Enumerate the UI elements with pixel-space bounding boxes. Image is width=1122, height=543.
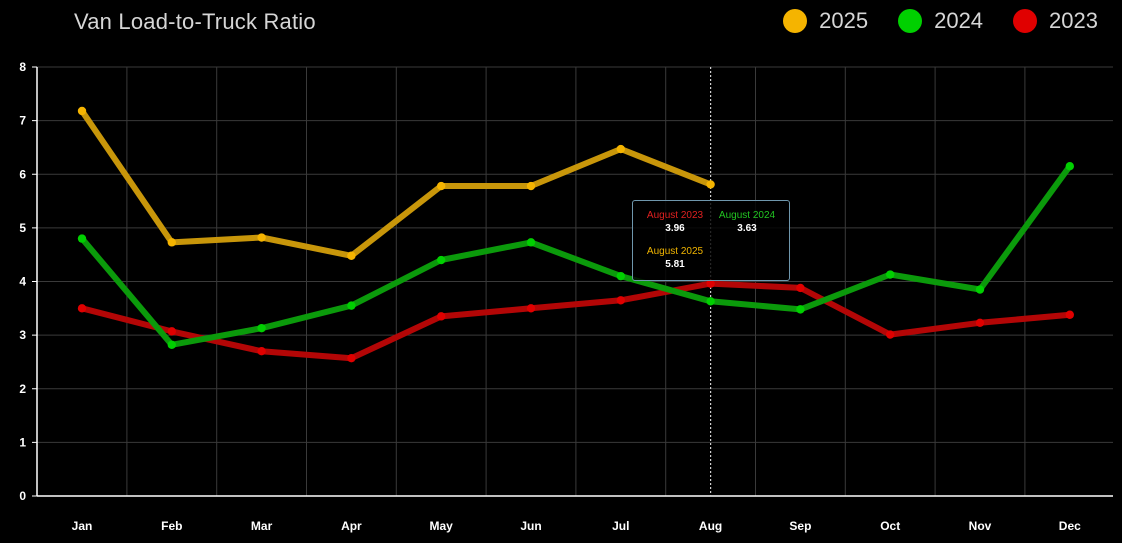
data-point-2023[interactable] bbox=[1065, 310, 1075, 319]
data-point-2023[interactable] bbox=[616, 296, 625, 305]
data-point-2025[interactable] bbox=[437, 181, 446, 191]
legend-label-2025: 2025 bbox=[819, 8, 869, 33]
data-point-2025[interactable] bbox=[526, 181, 536, 191]
data-point-2023[interactable] bbox=[167, 327, 176, 336]
x-tick-label: Sep bbox=[789, 519, 811, 533]
x-tick-label: Nov bbox=[969, 519, 992, 533]
data-point-2023[interactable] bbox=[975, 318, 985, 327]
data-point-2024[interactable] bbox=[706, 297, 715, 306]
tooltip-value-2025: 5.81 bbox=[665, 259, 685, 270]
x-tick-label: Feb bbox=[161, 519, 182, 533]
data-point-2024[interactable] bbox=[167, 340, 176, 349]
data-point-2025[interactable] bbox=[257, 233, 266, 242]
tooltip-label-2024: August 2024 bbox=[718, 210, 776, 221]
x-tick-labels: Jan Feb Mar Apr May Jun Jul Aug Sep Oct Nov Dec bbox=[72, 519, 1081, 533]
x-tick-label: Dec bbox=[1059, 519, 1081, 533]
series-line-2023[interactable] bbox=[79, 280, 1073, 362]
data-point-2023[interactable] bbox=[526, 304, 536, 313]
data-point-2024[interactable] bbox=[886, 270, 895, 279]
y-tick-label: 5 bbox=[19, 221, 26, 235]
data-point-2023[interactable] bbox=[796, 283, 805, 293]
legend-swatch-2025 bbox=[783, 9, 808, 33]
data-point-2025[interactable] bbox=[706, 180, 715, 189]
data-point-2023[interactable] bbox=[77, 304, 87, 313]
legend: 2025 2024 2023 bbox=[753, 8, 1098, 34]
series-points bbox=[77, 106, 1075, 363]
legend-swatch-2024 bbox=[898, 9, 923, 33]
data-point-2024[interactable] bbox=[526, 238, 536, 247]
series-line-2025[interactable] bbox=[79, 108, 714, 259]
data-point-2023[interactable] bbox=[706, 279, 715, 288]
y-tick-label: 1 bbox=[19, 435, 26, 449]
legend-item-2024[interactable]: 2024 bbox=[898, 8, 983, 34]
x-tick-label: May bbox=[430, 519, 454, 533]
data-point-2024[interactable] bbox=[616, 271, 625, 281]
data-point-2024[interactable] bbox=[347, 301, 356, 310]
legend-label-2024: 2024 bbox=[934, 8, 984, 33]
x-tick-label: Aug bbox=[699, 519, 722, 533]
data-point-2023[interactable] bbox=[886, 330, 895, 339]
y-tick-label: 0 bbox=[19, 489, 26, 503]
x-tick-label: Jan bbox=[72, 519, 93, 533]
tooltip-entry-2025: August 2025 5.81 bbox=[637, 246, 713, 270]
tooltip-label-2023: August 2023 bbox=[646, 210, 704, 221]
tooltip-label-2025: August 2025 bbox=[646, 246, 704, 257]
tooltip-entry-2023: August 2023 3.96 bbox=[637, 210, 713, 234]
data-point-2024[interactable] bbox=[975, 285, 985, 294]
series-line-2024[interactable] bbox=[79, 163, 1073, 348]
axes bbox=[32, 66, 1113, 497]
tooltip: August 2023 3.96 August 2024 3.63 August… bbox=[632, 200, 790, 281]
data-point-2024[interactable] bbox=[257, 323, 266, 333]
data-point-2025[interactable] bbox=[616, 144, 625, 154]
data-point-2023[interactable] bbox=[257, 347, 266, 356]
y-tick-labels: 0 1 2 3 4 5 6 7 8 bbox=[19, 60, 26, 503]
series-lines bbox=[79, 108, 1073, 362]
tooltip-value-2023: 3.96 bbox=[665, 223, 685, 234]
data-point-2025[interactable] bbox=[347, 251, 356, 260]
legend-swatch-2023 bbox=[1013, 9, 1038, 33]
x-tick-label: Apr bbox=[341, 519, 362, 533]
grid bbox=[37, 66, 1113, 496]
chart-title: Van Load-to-Truck Ratio bbox=[74, 9, 316, 34]
data-point-2024[interactable] bbox=[1065, 162, 1075, 171]
x-tick-label: Jul bbox=[612, 519, 629, 533]
data-point-2024[interactable] bbox=[437, 255, 446, 265]
legend-item-2023[interactable]: 2023 bbox=[1013, 8, 1098, 34]
data-point-2023[interactable] bbox=[347, 353, 356, 363]
x-tick-label: Oct bbox=[880, 519, 900, 533]
x-tick-label: Mar bbox=[251, 519, 273, 533]
y-tick-label: 4 bbox=[19, 275, 26, 289]
y-tick-label: 6 bbox=[19, 167, 26, 181]
y-tick-label: 3 bbox=[19, 328, 26, 342]
legend-item-2025[interactable]: 2025 bbox=[783, 8, 868, 34]
y-tick-label: 2 bbox=[19, 382, 26, 396]
data-point-2025[interactable] bbox=[167, 238, 176, 247]
tooltip-value-2024: 3.63 bbox=[737, 223, 757, 234]
data-point-2024[interactable] bbox=[796, 305, 805, 314]
x-tick-label: Jun bbox=[520, 519, 541, 533]
y-tick-label: 8 bbox=[19, 60, 26, 74]
y-tick-label: 7 bbox=[19, 114, 26, 128]
data-point-2023[interactable] bbox=[437, 312, 446, 321]
tooltip-entry-2024: August 2024 3.63 bbox=[709, 210, 785, 234]
data-point-2024[interactable] bbox=[77, 234, 87, 243]
legend-label-2023: 2023 bbox=[1049, 8, 1098, 33]
data-point-2025[interactable] bbox=[77, 106, 87, 116]
